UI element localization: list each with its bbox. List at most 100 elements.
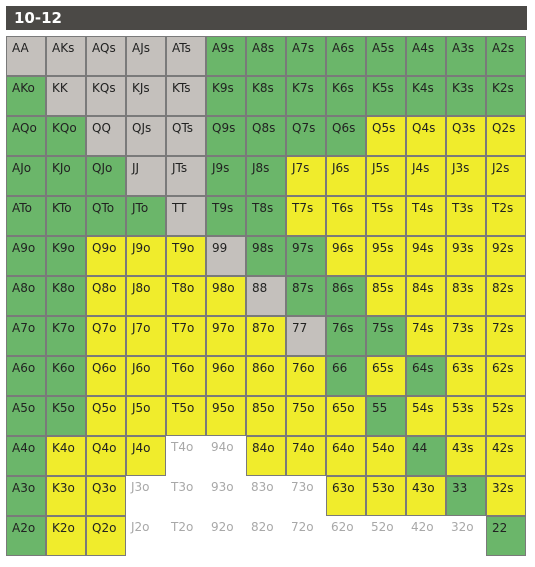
hand-cell: 94o xyxy=(206,436,246,476)
hand-cell: K5s xyxy=(366,76,406,116)
hand-cell: 93o xyxy=(206,476,246,516)
hand-range-grid: AA AKs AQs AJs ATs A9s A8s A7s A6s A5s A4s A3s A2s AK… xyxy=(6,36,527,557)
hand-cell: Q8s xyxy=(246,116,286,156)
hand-cell: 96o xyxy=(206,356,246,396)
hand-cell: AKs xyxy=(46,36,86,76)
hand-cell: Q6s xyxy=(326,116,366,156)
hand-cell: 95o xyxy=(206,396,246,436)
hand-cell: Q2o xyxy=(86,516,126,556)
hand-cell: 72o xyxy=(286,516,326,556)
hand-cell: Q5s xyxy=(366,116,406,156)
hand-cell: ATs xyxy=(166,36,206,76)
hand-cell: A7s xyxy=(286,36,326,76)
hand-cell: 63o xyxy=(326,476,366,516)
hand-cell: J4o xyxy=(126,436,166,476)
hand-cell: K6s xyxy=(326,76,366,116)
hand-cell: 65o xyxy=(326,396,366,436)
hand-cell: Q3s xyxy=(446,116,486,156)
hand-cell: 87o xyxy=(246,316,286,356)
hand-cell: J8o xyxy=(126,276,166,316)
hand-cell: AQs xyxy=(86,36,126,76)
hand-cell: 63s xyxy=(446,356,486,396)
hand-cell: 88 xyxy=(246,276,286,316)
hand-cell: 73s xyxy=(446,316,486,356)
hand-cell: T5o xyxy=(166,396,206,436)
hand-cell: 33 xyxy=(446,476,486,516)
hand-cell: ATo xyxy=(6,196,46,236)
hand-cell: 75s xyxy=(366,316,406,356)
hand-cell: AJo xyxy=(6,156,46,196)
hand-cell: 43s xyxy=(446,436,486,476)
hand-cell: 62s xyxy=(486,356,526,396)
hand-cell: J2s xyxy=(486,156,526,196)
hand-cell: Q7s xyxy=(286,116,326,156)
hand-cell: T9s xyxy=(206,196,246,236)
hand-cell: 64o xyxy=(326,436,366,476)
hand-cell: 54o xyxy=(366,436,406,476)
hand-cell: T9o xyxy=(166,236,206,276)
hand-cell: 86s xyxy=(326,276,366,316)
hand-cell: 43o xyxy=(406,476,446,516)
hand-cell: QJo xyxy=(86,156,126,196)
hand-cell: 84s xyxy=(406,276,446,316)
hand-cell: J8s xyxy=(246,156,286,196)
hand-cell: AKo xyxy=(6,76,46,116)
hand-cell: T5s xyxy=(366,196,406,236)
hand-cell: K5o xyxy=(46,396,86,436)
hand-cell: J9o xyxy=(126,236,166,276)
hand-cell: 82o xyxy=(246,516,286,556)
hand-cell: T7s xyxy=(286,196,326,236)
hand-cell: A5o xyxy=(6,396,46,436)
hand-cell: 85s xyxy=(366,276,406,316)
hand-cell: 92o xyxy=(206,516,246,556)
hand-cell: 98o xyxy=(206,276,246,316)
hand-cell: K2s xyxy=(486,76,526,116)
hand-cell: AA xyxy=(6,36,46,76)
hand-cell: A4o xyxy=(6,436,46,476)
range-title-bar: 10-12 xyxy=(6,6,527,30)
hand-cell: J2o xyxy=(126,516,166,556)
hand-cell: A8s xyxy=(246,36,286,76)
hand-cell: KK xyxy=(46,76,86,116)
hand-cell: 32o xyxy=(446,516,486,556)
hand-cell: KTs xyxy=(166,76,206,116)
hand-cell: T2o xyxy=(166,516,206,556)
hand-cell: TT xyxy=(166,196,206,236)
hand-cell: A4s xyxy=(406,36,446,76)
hand-cell: J9s xyxy=(206,156,246,196)
hand-cell: QTs xyxy=(166,116,206,156)
hand-cell: K3o xyxy=(46,476,86,516)
hand-cell: JTs xyxy=(166,156,206,196)
hand-cell: K9s xyxy=(206,76,246,116)
hand-cell: 74s xyxy=(406,316,446,356)
hand-cell: J3o xyxy=(126,476,166,516)
hand-cell: 97s xyxy=(286,236,326,276)
hand-cell: T8s xyxy=(246,196,286,236)
hand-cell: KTo xyxy=(46,196,86,236)
hand-cell: JJ xyxy=(126,156,166,196)
hand-cell: QTo xyxy=(86,196,126,236)
hand-cell: K8o xyxy=(46,276,86,316)
hand-cell: 22 xyxy=(486,516,526,556)
hand-cell: QQ xyxy=(86,116,126,156)
hand-cell: J7o xyxy=(126,316,166,356)
hand-cell: 32s xyxy=(486,476,526,516)
hand-cell: KJo xyxy=(46,156,86,196)
hand-cell: 86o xyxy=(246,356,286,396)
hand-cell: A2s xyxy=(486,36,526,76)
hand-cell: 66 xyxy=(326,356,366,396)
hand-cell: A9s xyxy=(206,36,246,76)
hand-cell: K9o xyxy=(46,236,86,276)
hand-cell: J5s xyxy=(366,156,406,196)
hand-cell: Q4s xyxy=(406,116,446,156)
hand-cell: T3s xyxy=(446,196,486,236)
hand-cell: KJs xyxy=(126,76,166,116)
hand-cell: Q9s xyxy=(206,116,246,156)
hand-cell: K2o xyxy=(46,516,86,556)
hand-cell: 42s xyxy=(486,436,526,476)
hand-cell: K4s xyxy=(406,76,446,116)
hand-cell: 54s xyxy=(406,396,446,436)
hand-cell: 77 xyxy=(286,316,326,356)
hand-cell: 64s xyxy=(406,356,446,396)
hand-cell: A2o xyxy=(6,516,46,556)
